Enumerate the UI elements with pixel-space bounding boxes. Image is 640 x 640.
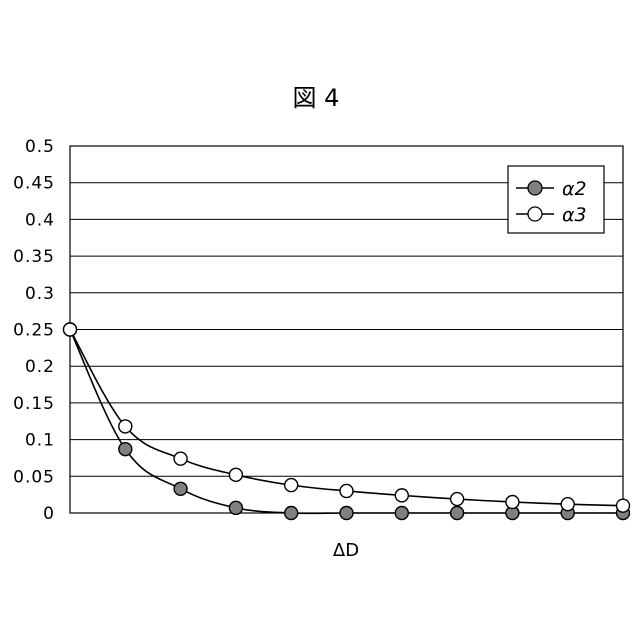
y-tick-label: 0.05 [13,467,55,487]
series-layer [64,323,630,520]
series-2-point [451,493,464,506]
series-2-point [285,479,298,492]
series-1-point [340,507,353,520]
legend-label-a3: α3 [562,204,587,226]
y-tick-label: 0.2 [25,357,55,377]
series-2-point [229,468,242,481]
series-2-point [617,499,630,512]
series-2-point [395,489,408,502]
x-axis-label: ΔD [333,540,359,561]
y-tick-label: 0.3 [25,284,55,304]
series-1-point [119,443,132,456]
y-tick-label: 0.25 [13,321,55,341]
legend-box [508,166,604,233]
legend-marker-a2 [528,181,542,195]
legend-label-a2: α2 [562,178,587,200]
series-2-point [340,484,353,497]
y-tick-label: 0.1 [25,431,55,451]
y-tick-label: 0.4 [25,210,55,230]
y-tick-label: 0.35 [13,247,55,267]
series-2-point [561,498,574,511]
series-2-point [506,495,519,508]
series-2-point [64,323,77,336]
legend: α2 α3 [508,166,604,233]
y-tick-label: 0.15 [13,394,55,414]
y-axis-ticks: 0 0.05 0.1 0.15 0.2 0.25 0.3 0.35 0.4 0.45 0.5 [13,137,55,524]
y-tick-label: 0.45 [13,174,55,194]
series-1-point [395,507,408,520]
y-tick-label: 0.5 [25,137,55,157]
series-1-point [451,507,464,520]
y-tick-label: 0 [43,504,55,524]
series-1-point [174,482,187,495]
series-1-point [229,501,242,514]
legend-marker-a3 [528,207,542,221]
series-2-point [119,420,132,433]
series-line-2 [70,330,623,506]
series-2-point [174,452,187,465]
chart-title: 図 4 [293,84,340,112]
series-1-point [285,507,298,520]
